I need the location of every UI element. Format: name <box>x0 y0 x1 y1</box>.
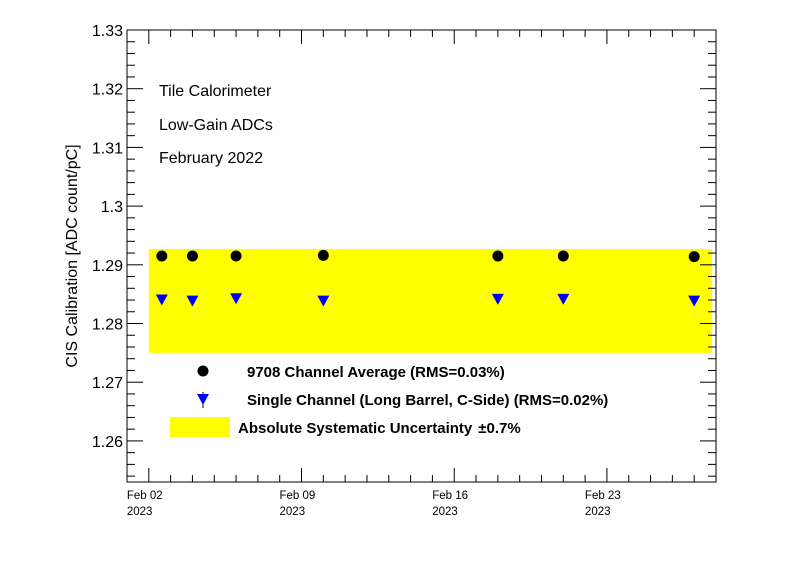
y-tick-label: 1.3 <box>101 199 123 216</box>
point-channel-average <box>492 250 504 262</box>
legend-band-swatch <box>170 417 230 437</box>
y-tick-label: 1.26 <box>92 434 123 451</box>
point-channel-average <box>186 250 198 262</box>
legend-band-name: Absolute Systematic Uncertainty <box>238 420 473 437</box>
y-tick-label: 1.32 <box>92 82 123 99</box>
x-tick-label-year: 2023 <box>280 506 306 518</box>
point-single-channel <box>688 295 701 307</box>
point-channel-average <box>156 250 168 262</box>
x-tick-label-year: 2023 <box>127 506 153 518</box>
legend: 9708 Channel Average (RMS=0.03%) Single … <box>170 364 608 437</box>
legend-band-suffix: ±0.7% <box>478 420 520 437</box>
plot-frame <box>126 29 717 483</box>
y-tick-label: 1.27 <box>92 375 123 392</box>
annotation-line-2: Low-Gain ADCs <box>159 117 273 134</box>
y-axis-label: CIS Calibration [ADC count/pC] <box>64 144 81 367</box>
x-tick-label-year: 2023 <box>585 506 611 518</box>
legend-marker-triangle <box>197 394 209 405</box>
point-channel-average <box>317 249 329 261</box>
y-tick-label: 1.29 <box>92 258 123 275</box>
point-channel-average <box>557 250 569 262</box>
point-channel-average <box>688 251 700 263</box>
point-single-channel <box>491 293 504 305</box>
legend-marker-circle <box>197 365 209 377</box>
annotation-line-3: February 2022 <box>159 150 263 167</box>
point-channel-average <box>230 250 242 262</box>
point-single-channel <box>230 293 243 305</box>
uncertainty-band <box>148 248 712 353</box>
y-tick-label: 1.33 <box>92 23 123 40</box>
x-tick-label-year: 2023 <box>432 506 458 518</box>
legend-label-single-channel: Single Channel (Long Barrel, C-Side) (RM… <box>247 392 608 409</box>
x-tick-label: Feb 02 <box>127 490 163 502</box>
x-axis: Feb 02 2023 Feb 09 2023 Feb 16 2023 Feb 23 2023 <box>126 30 717 518</box>
point-single-channel <box>155 294 168 306</box>
y-tick-label: 1.28 <box>92 317 123 334</box>
x-tick-label: Feb 23 <box>585 490 621 502</box>
point-single-channel <box>317 295 330 307</box>
x-tick-label: Feb 09 <box>280 490 316 502</box>
legend-label-channel-average: 9708 Channel Average (RMS=0.03%) <box>247 364 505 381</box>
annotations: Tile Calorimeter Low-Gain ADCs February … <box>159 83 273 167</box>
x-tick-label: Feb 16 <box>432 490 468 502</box>
y-tick-label: 1.31 <box>92 140 123 157</box>
uncertainty-band-layer <box>148 248 712 353</box>
legend-label-band: Absolute Systematic Uncertainty ±0.7% <box>238 420 521 437</box>
point-single-channel <box>557 293 570 305</box>
annotation-line-1: Tile Calorimeter <box>159 83 272 100</box>
data-points <box>155 249 701 307</box>
y-axis: 1.26 1.27 1.28 1.29 1.3 1.31 1.32 1.33 <box>92 23 716 477</box>
point-single-channel <box>186 295 199 307</box>
